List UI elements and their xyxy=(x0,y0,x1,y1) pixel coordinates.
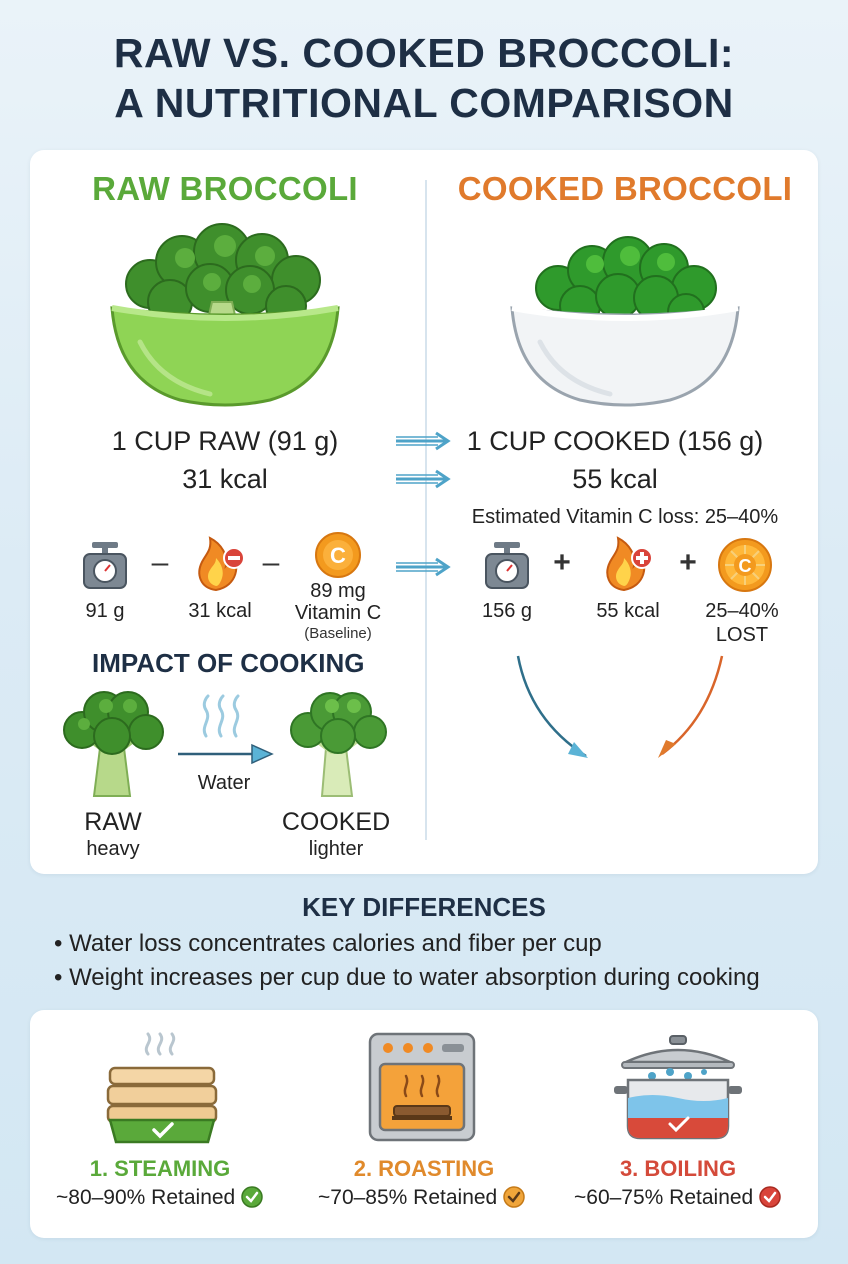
key-differences-heading: KEY DIFFERENCES xyxy=(302,892,546,922)
title-line-1: RAW VS. COOKED BROCCOLI: xyxy=(113,30,735,76)
cooked-stat-weight: 156 g xyxy=(481,600,533,622)
raw-stat-weight: 91 g xyxy=(85,600,125,622)
svg-text:C: C xyxy=(330,543,346,568)
raw-serving: 1 CUP RAW (91 g) xyxy=(111,426,339,456)
method-retained-roasting: ~70–85% Retained xyxy=(318,1186,558,1210)
method-label-steaming: 1. STEAMING xyxy=(89,1156,231,1181)
orange-slice-icon: C xyxy=(718,538,772,592)
title-line-2: A NUTRITIONAL COMPARISON xyxy=(114,80,734,126)
converging-arrows-icon xyxy=(516,655,724,758)
raw-stat-vitc-amount: 89 mg xyxy=(310,580,366,602)
raw-heading: RAW BROCCOLI xyxy=(92,170,358,207)
method-retained-boiling: ~60–75% Retained xyxy=(574,1186,814,1210)
raw-broccoli-bowl-icon xyxy=(110,223,340,407)
flame-minus-icon xyxy=(198,536,245,592)
stats-arrow-icon xyxy=(396,557,451,577)
cooked-broccoli-icon xyxy=(290,692,387,797)
vitamin-c-icon: C xyxy=(315,532,361,578)
cooked-plus-1: + xyxy=(553,546,571,579)
raw-stat-kcal: 31 kcal xyxy=(188,600,252,622)
cooked-stat-kcal: 55 kcal xyxy=(596,600,660,622)
retained-text-roasting: ~70–85% Retained xyxy=(318,1186,498,1209)
method-label-boiling: 3. BOILING xyxy=(619,1156,737,1181)
raw-calories: 31 kcal xyxy=(182,464,268,494)
cooked-heading: COOKED BROCCOLI xyxy=(457,170,793,207)
kitchen-scale-icon xyxy=(485,542,529,589)
checkmark-icon xyxy=(503,1186,525,1208)
key-difference-item-2: • Weight increases per cup due to water … xyxy=(54,964,760,991)
raw-broccoli-icon xyxy=(63,691,164,797)
method-label-roasting: 2. ROASTING xyxy=(353,1156,495,1181)
page-title: RAW VS. COOKED BROCCOLI: A NUTRITIONAL C… xyxy=(0,28,848,128)
retained-text-boiling: ~60–75% Retained xyxy=(574,1186,754,1209)
oven-icon xyxy=(368,1032,476,1142)
steamer-icon xyxy=(106,1032,218,1144)
kitchen-scale-icon xyxy=(83,542,127,589)
checkmark-icon xyxy=(759,1186,781,1208)
vitamin-c-loss-note: Estimated Vitamin C loss: 25–40% xyxy=(471,506,779,528)
svg-text:C: C xyxy=(739,556,752,576)
water-label: Water xyxy=(197,772,251,794)
checkmark-icon xyxy=(241,1186,263,1208)
impact-raw-sub: heavy xyxy=(86,838,140,860)
cooked-serving: 1 CUP COOKED (156 g) xyxy=(466,426,764,456)
raw-minus-1: – xyxy=(151,546,169,579)
impact-cooked-sub: lighter xyxy=(308,838,364,860)
cooked-stat-vitc-lost: LOST xyxy=(715,624,769,646)
impact-heading: IMPACT OF COOKING xyxy=(92,648,365,678)
boiling-pot-icon xyxy=(614,1035,742,1140)
cooked-calories: 55 kcal xyxy=(572,464,658,494)
cooked-stat-vitc-pct: 25–40% xyxy=(705,600,779,622)
flame-plus-icon xyxy=(606,536,653,592)
water-arrow-icon xyxy=(178,743,274,765)
calories-arrow-icon xyxy=(396,469,451,489)
key-difference-item-1: • Water loss concentrates calories and f… xyxy=(54,930,602,957)
impact-raw-label: RAW xyxy=(84,808,142,836)
serving-arrow-icon xyxy=(396,431,451,451)
impact-cooked-label: COOKED xyxy=(281,808,391,836)
cooked-broccoli-bowl-icon xyxy=(510,236,740,407)
raw-minus-2: – xyxy=(262,546,280,579)
column-divider xyxy=(425,180,427,840)
steam-icon xyxy=(202,694,240,738)
cooked-plus-2: + xyxy=(679,546,697,579)
raw-stat-vitc-note: (Baseline) xyxy=(304,625,372,642)
method-retained-steaming: ~80–90% Retained xyxy=(56,1186,296,1210)
raw-stat-vitc-label: Vitamin C xyxy=(294,602,382,624)
retained-text-steaming: ~80–90% Retained xyxy=(56,1186,236,1209)
